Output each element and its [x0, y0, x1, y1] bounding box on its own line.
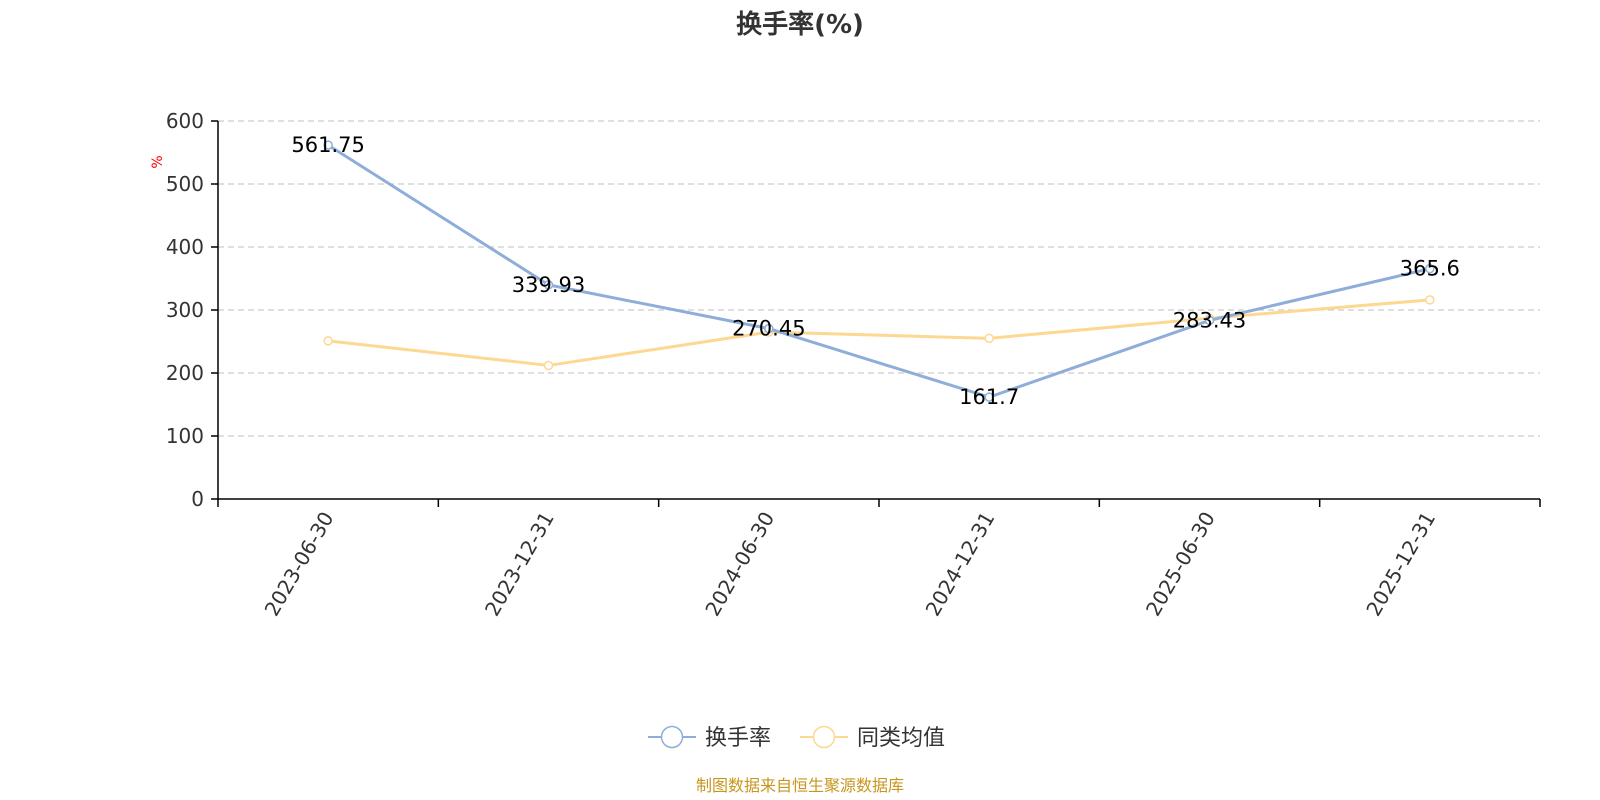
y-tick-label: 300: [166, 298, 204, 322]
data-label: 339.93: [512, 273, 585, 297]
data-labels: 561.75 339.93 270.45 161.7 283.43 365.6: [291, 133, 1459, 409]
x-tick-label: 2023-06-30: [260, 508, 339, 621]
legend-label: 同类均值: [857, 726, 945, 751]
y-tick-label: 500: [166, 172, 204, 196]
data-point[interactable]: [543, 280, 554, 290]
legend-item-1[interactable]: 同类均值: [800, 725, 945, 751]
data-point[interactable]: [1425, 263, 1435, 274]
axes: [211, 120, 1541, 507]
legend-marker-icon: [812, 725, 836, 749]
data-point[interactable]: [543, 360, 554, 371]
y-tick-label: 100: [166, 424, 204, 448]
data-label: 283.43: [1173, 308, 1246, 332]
y-tick-label: 400: [166, 235, 204, 259]
data-label: 561.75: [291, 133, 364, 157]
data-point[interactable]: [323, 140, 333, 150]
x-tick-labels: 2023-06-30 2023-12-31 2024-06-30 2024-12-31…: [260, 508, 1441, 621]
source-note: 制图数据来自恒生聚源数据库: [696, 776, 904, 795]
chart-title: 换手率(%): [736, 9, 864, 40]
data-label: 270.45: [732, 317, 805, 341]
y-tick-label: 0: [191, 487, 204, 511]
data-point[interactable]: [984, 392, 994, 402]
data-point[interactable]: [323, 336, 333, 346]
series-group: [323, 140, 1435, 402]
legend[interactable]: 换手率 同类均值: [648, 725, 945, 751]
legend-label: 换手率: [705, 726, 771, 751]
data-label: 365.6: [1400, 257, 1460, 281]
data-point[interactable]: [1204, 315, 1215, 326]
y-tick-label: 600: [166, 109, 204, 133]
y-axis-unit-label: %: [150, 155, 166, 168]
x-tick-label: 2024-06-30: [700, 508, 779, 621]
y-tick-label: 200: [166, 361, 204, 385]
x-tick-label: 2024-12-31: [921, 508, 1000, 621]
y-tick-labels: 0 100 200 300 400 500 600: [166, 109, 204, 511]
x-tick-label: 2025-12-31: [1361, 508, 1440, 621]
series-line-1: [328, 298, 1430, 367]
legend-item-0[interactable]: 换手率: [648, 725, 771, 751]
x-tick-label: 2023-12-31: [480, 508, 559, 621]
grid-lines: [218, 120, 1540, 437]
series-line-0: [327, 143, 1431, 399]
data-label: 161.7: [959, 385, 1019, 409]
legend-marker-icon: [660, 725, 684, 749]
data-point[interactable]: [764, 323, 774, 334]
data-point[interactable]: [1425, 295, 1435, 305]
data-point[interactable]: [984, 333, 994, 344]
x-tick-label: 2025-06-30: [1141, 508, 1220, 621]
